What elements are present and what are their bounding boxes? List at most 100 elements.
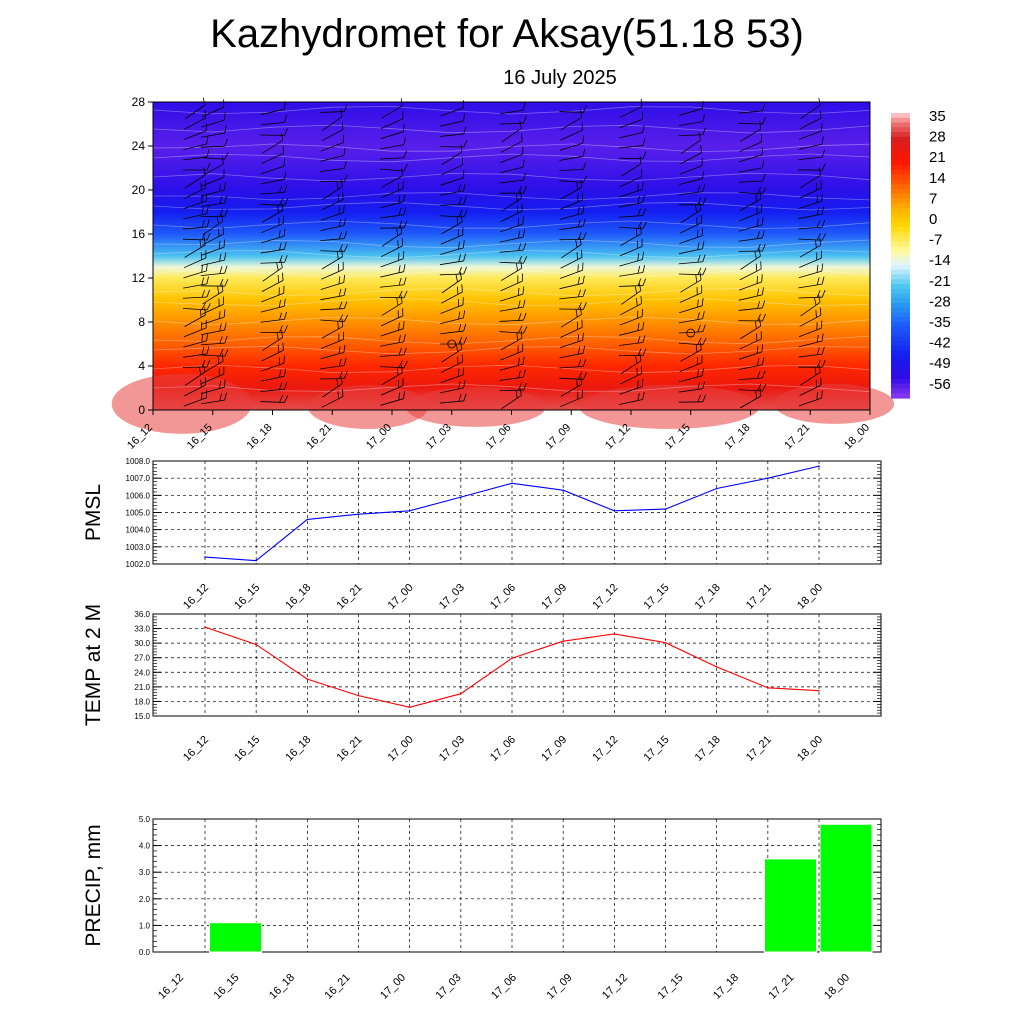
wind-barb <box>798 333 824 348</box>
colorbar-segment <box>891 117 910 124</box>
wind-barb-shaft <box>381 372 403 386</box>
wind-barb-shaft <box>380 188 404 199</box>
wind-barb <box>799 377 822 397</box>
wind-barb <box>320 301 348 311</box>
colorbar-segment <box>891 284 910 290</box>
wind-barb-flag <box>582 148 586 157</box>
wind-barb-flag <box>582 372 588 380</box>
wind-barb <box>559 232 587 241</box>
wind-barb-shaft <box>380 354 404 357</box>
wind-barb-flag <box>343 331 344 340</box>
wind-barb-shaft <box>262 140 283 154</box>
heatmap-x-tick-label: 16_18 <box>245 422 275 452</box>
pmsl-y-tick-label: 1007.0 <box>126 474 151 483</box>
wind-barb <box>320 358 347 370</box>
wind-barb-flag <box>278 344 280 353</box>
wind-barb-shaft <box>738 389 763 392</box>
wind-barb-flag <box>403 360 408 369</box>
colorbar-segment <box>891 212 910 219</box>
wind-barb-flag <box>458 311 461 320</box>
wind-barb-flag <box>223 309 226 318</box>
wind-barb-flag <box>462 157 464 165</box>
wind-barb-flag <box>637 265 641 274</box>
temp-y-tick-label: 21.0 <box>134 683 150 692</box>
surface-warm-patch <box>774 383 895 424</box>
wind-barb-flag <box>522 216 524 225</box>
wind-barb-shaft <box>740 255 761 270</box>
heatmap-y-tick-label: 4 <box>138 359 145 373</box>
wind-barb <box>738 160 765 173</box>
wind-barb-shaft <box>499 319 524 322</box>
wind-barb-flag <box>204 307 206 316</box>
wind-barb-flag <box>818 364 821 373</box>
wind-barb-shaft <box>620 373 642 385</box>
wind-barb <box>738 217 764 232</box>
colorbar-label: 21 <box>929 149 946 166</box>
wind-barb-flag <box>762 103 766 112</box>
wind-barb <box>439 336 468 345</box>
wind-barb <box>440 367 465 384</box>
wind-barb-flag <box>641 111 644 120</box>
wind-barb <box>559 345 586 359</box>
wind-barb <box>798 320 823 338</box>
wind-barb-flag <box>702 394 707 402</box>
wind-barb-flag <box>343 217 346 226</box>
wind-barb-shaft <box>184 117 206 130</box>
wind-barb-flag <box>762 116 767 125</box>
wind-barb-flag <box>284 395 289 403</box>
wind-barb-shaft <box>678 388 703 393</box>
wind-barb-flag <box>336 181 339 190</box>
wind-barb-shaft <box>499 293 524 302</box>
colorbar-segment <box>891 355 910 361</box>
wind-barb-flag <box>219 209 224 217</box>
wind-barb-flag <box>218 228 220 237</box>
wind-barb-shaft <box>500 337 523 351</box>
wind-barb <box>499 325 528 334</box>
colorbar-segment <box>891 326 910 333</box>
colorbar-segment <box>891 293 910 299</box>
wind-barb-shaft <box>798 296 823 299</box>
precip-y-tick-label: 3.0 <box>139 868 151 877</box>
wind-barb <box>559 175 588 183</box>
wind-barb-shaft <box>320 111 345 113</box>
wind-barb-flag <box>754 321 757 329</box>
wind-barb <box>678 197 707 206</box>
wind-barb-shaft <box>559 168 584 172</box>
wind-barb <box>380 277 407 288</box>
pmsl-data-point <box>562 489 564 492</box>
wind-barb-flag <box>637 253 640 261</box>
wind-barb <box>440 170 465 186</box>
wind-barb-shaft <box>680 349 702 362</box>
wind-barb <box>499 312 527 322</box>
wind-barb-shaft <box>799 384 822 397</box>
wind-barb-flag <box>219 393 222 402</box>
wind-barb-flag <box>700 342 702 350</box>
wind-barb-flag <box>519 120 522 129</box>
wind-barb <box>619 265 646 277</box>
wind-barb <box>559 302 587 310</box>
wind-barb <box>184 377 207 397</box>
wind-barb-flag <box>338 288 342 297</box>
wind-barb <box>441 271 463 294</box>
wind-barb-shaft <box>738 154 763 163</box>
wind-barb <box>321 388 344 408</box>
colorbar-segment <box>891 189 910 195</box>
wind-barb-shaft <box>679 362 703 373</box>
wind-barb-flag <box>284 198 289 206</box>
wind-barb-shaft <box>183 143 207 151</box>
wind-barb-flag <box>641 378 644 387</box>
wind-barb <box>738 383 767 392</box>
wind-barb-flag <box>403 277 407 285</box>
wind-barb <box>799 250 822 268</box>
temp-y-tick-label: 30.0 <box>134 639 150 648</box>
wind-barb-flag <box>283 215 284 224</box>
wind-barb <box>499 286 525 302</box>
wind-barb <box>738 147 764 163</box>
temp-x-tick-label: 17_21 <box>744 734 774 764</box>
wind-barb <box>620 225 642 246</box>
wind-barb <box>200 392 227 405</box>
wind-barb-flag <box>637 240 638 249</box>
wind-barb-flag <box>702 324 706 332</box>
wind-barb <box>679 215 702 234</box>
pmsl-y-tick-label: 1002.0 <box>126 560 151 569</box>
